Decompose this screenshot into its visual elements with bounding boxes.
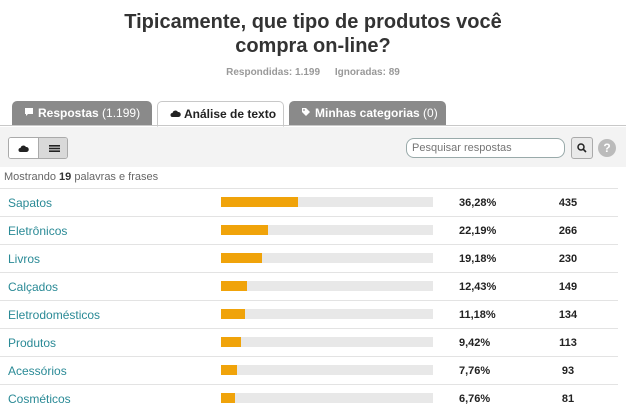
word-percent: 12,43%: [459, 281, 497, 293]
word-count: 435: [558, 197, 578, 209]
frequency-bar: [221, 253, 433, 263]
frequency-bar-fill: [221, 225, 269, 235]
word-count: 230: [558, 253, 578, 265]
word-count: 134: [558, 309, 578, 321]
frequency-bar: [221, 309, 433, 319]
tag-icon: [301, 102, 313, 127]
list-item: Acessórios 7,76% 93: [0, 356, 618, 384]
word-percent: 6,76%: [459, 393, 491, 405]
search-input[interactable]: [406, 138, 565, 158]
showing-suffix: palavras e frases: [74, 171, 159, 183]
tab-my-categories[interactable]: Minhas categorias (0): [289, 101, 446, 126]
help-button[interactable]: ?: [598, 139, 616, 157]
word-percent: 7,76%: [459, 365, 491, 377]
list-item: Produtos 9,42% 113: [0, 328, 618, 356]
word-link[interactable]: Cosméticos: [8, 392, 71, 406]
frequency-bar: [221, 365, 433, 375]
tab-my-categories-label: Minhas categorias: [315, 106, 420, 120]
speech-bubble-icon: [24, 102, 36, 127]
tab-my-categories-count: (0): [423, 106, 438, 120]
question-title-line1: Tipicamente, que tipo de produtos você: [124, 11, 502, 33]
word-count: 93: [561, 365, 575, 377]
tab-responses[interactable]: Respostas (1.199): [12, 101, 152, 126]
frequency-bar-fill: [221, 393, 236, 403]
list-view-button[interactable]: [39, 138, 67, 158]
showing-prefix: Mostrando: [4, 171, 56, 183]
tab-divider: [0, 125, 626, 126]
question-title-line2: compra on-line?: [235, 35, 391, 57]
word-link[interactable]: Calçados: [8, 280, 59, 294]
word-frequency-list: Sapatos 36,28% 435 Eletrônicos 22,19% 26…: [0, 188, 618, 412]
frequency-bar-fill: [221, 281, 248, 291]
frequency-bar: [221, 225, 433, 235]
word-percent: 11,18%: [459, 309, 496, 321]
magnifier-icon: [577, 142, 587, 154]
list-icon: [48, 142, 60, 154]
frequency-bar-fill: [221, 365, 238, 375]
cloud-icon: [170, 103, 182, 128]
word-count: 149: [558, 281, 578, 293]
word-link[interactable]: Sapatos: [8, 196, 53, 210]
tab-text-analysis-label: Análise de texto: [184, 107, 277, 121]
word-link[interactable]: Produtos: [8, 336, 57, 350]
view-toggle: [8, 137, 68, 159]
word-link[interactable]: Acessórios: [8, 364, 67, 378]
tab-responses-count: (1.199): [102, 106, 141, 120]
question-title: Tipicamente, que tipo de produtos você c…: [0, 10, 626, 58]
word-link[interactable]: Eletrônicos: [8, 224, 68, 238]
answered-count: Respondidas: 1.199: [226, 67, 321, 78]
word-count: 113: [559, 337, 577, 349]
showing-number: 19: [59, 171, 72, 183]
analysis-toolbar: ?: [0, 127, 626, 167]
word-percent: 9,42%: [459, 337, 491, 349]
list-item: Sapatos 36,28% 435: [0, 188, 618, 216]
frequency-bar: [221, 197, 433, 207]
word-percent: 22,19%: [459, 225, 497, 237]
word-percent: 19,18%: [459, 253, 497, 265]
frequency-bar-fill: [221, 253, 262, 263]
word-link[interactable]: Livros: [8, 252, 41, 266]
frequency-bar-fill: [221, 309, 245, 319]
list-item: Cosméticos 6,76% 81: [0, 384, 618, 412]
cloud-view-button[interactable]: [9, 138, 39, 158]
response-stats: Respondidas: 1.199 Ignoradas: 89: [0, 67, 626, 78]
frequency-bar-fill: [221, 197, 298, 207]
word-percent: 36,28%: [459, 197, 497, 209]
list-item: Eletrônicos 22,19% 266: [0, 216, 618, 244]
showing-count: Mostrando 19 palavras e frases: [4, 171, 158, 183]
word-count: 266: [558, 225, 578, 237]
frequency-bar-fill: [221, 337, 241, 347]
cloud-icon: [18, 142, 29, 154]
word-count: 81: [561, 393, 575, 405]
frequency-bar: [221, 281, 433, 291]
tab-text-analysis[interactable]: Análise de texto: [157, 101, 284, 127]
word-link[interactable]: Eletrodomésticos: [8, 308, 101, 322]
frequency-bar: [221, 393, 433, 403]
skipped-count: Ignoradas: 89: [334, 67, 400, 78]
tab-responses-label: Respostas: [38, 106, 99, 120]
frequency-bar: [221, 337, 433, 347]
list-item: Calçados 12,43% 149: [0, 272, 618, 300]
search-button[interactable]: [571, 137, 593, 159]
list-item: Eletrodomésticos 11,18% 134: [0, 300, 618, 328]
list-item: Livros 19,18% 230: [0, 244, 618, 272]
tab-bar: Respostas (1.199) Análise de texto Minha…: [0, 101, 626, 127]
